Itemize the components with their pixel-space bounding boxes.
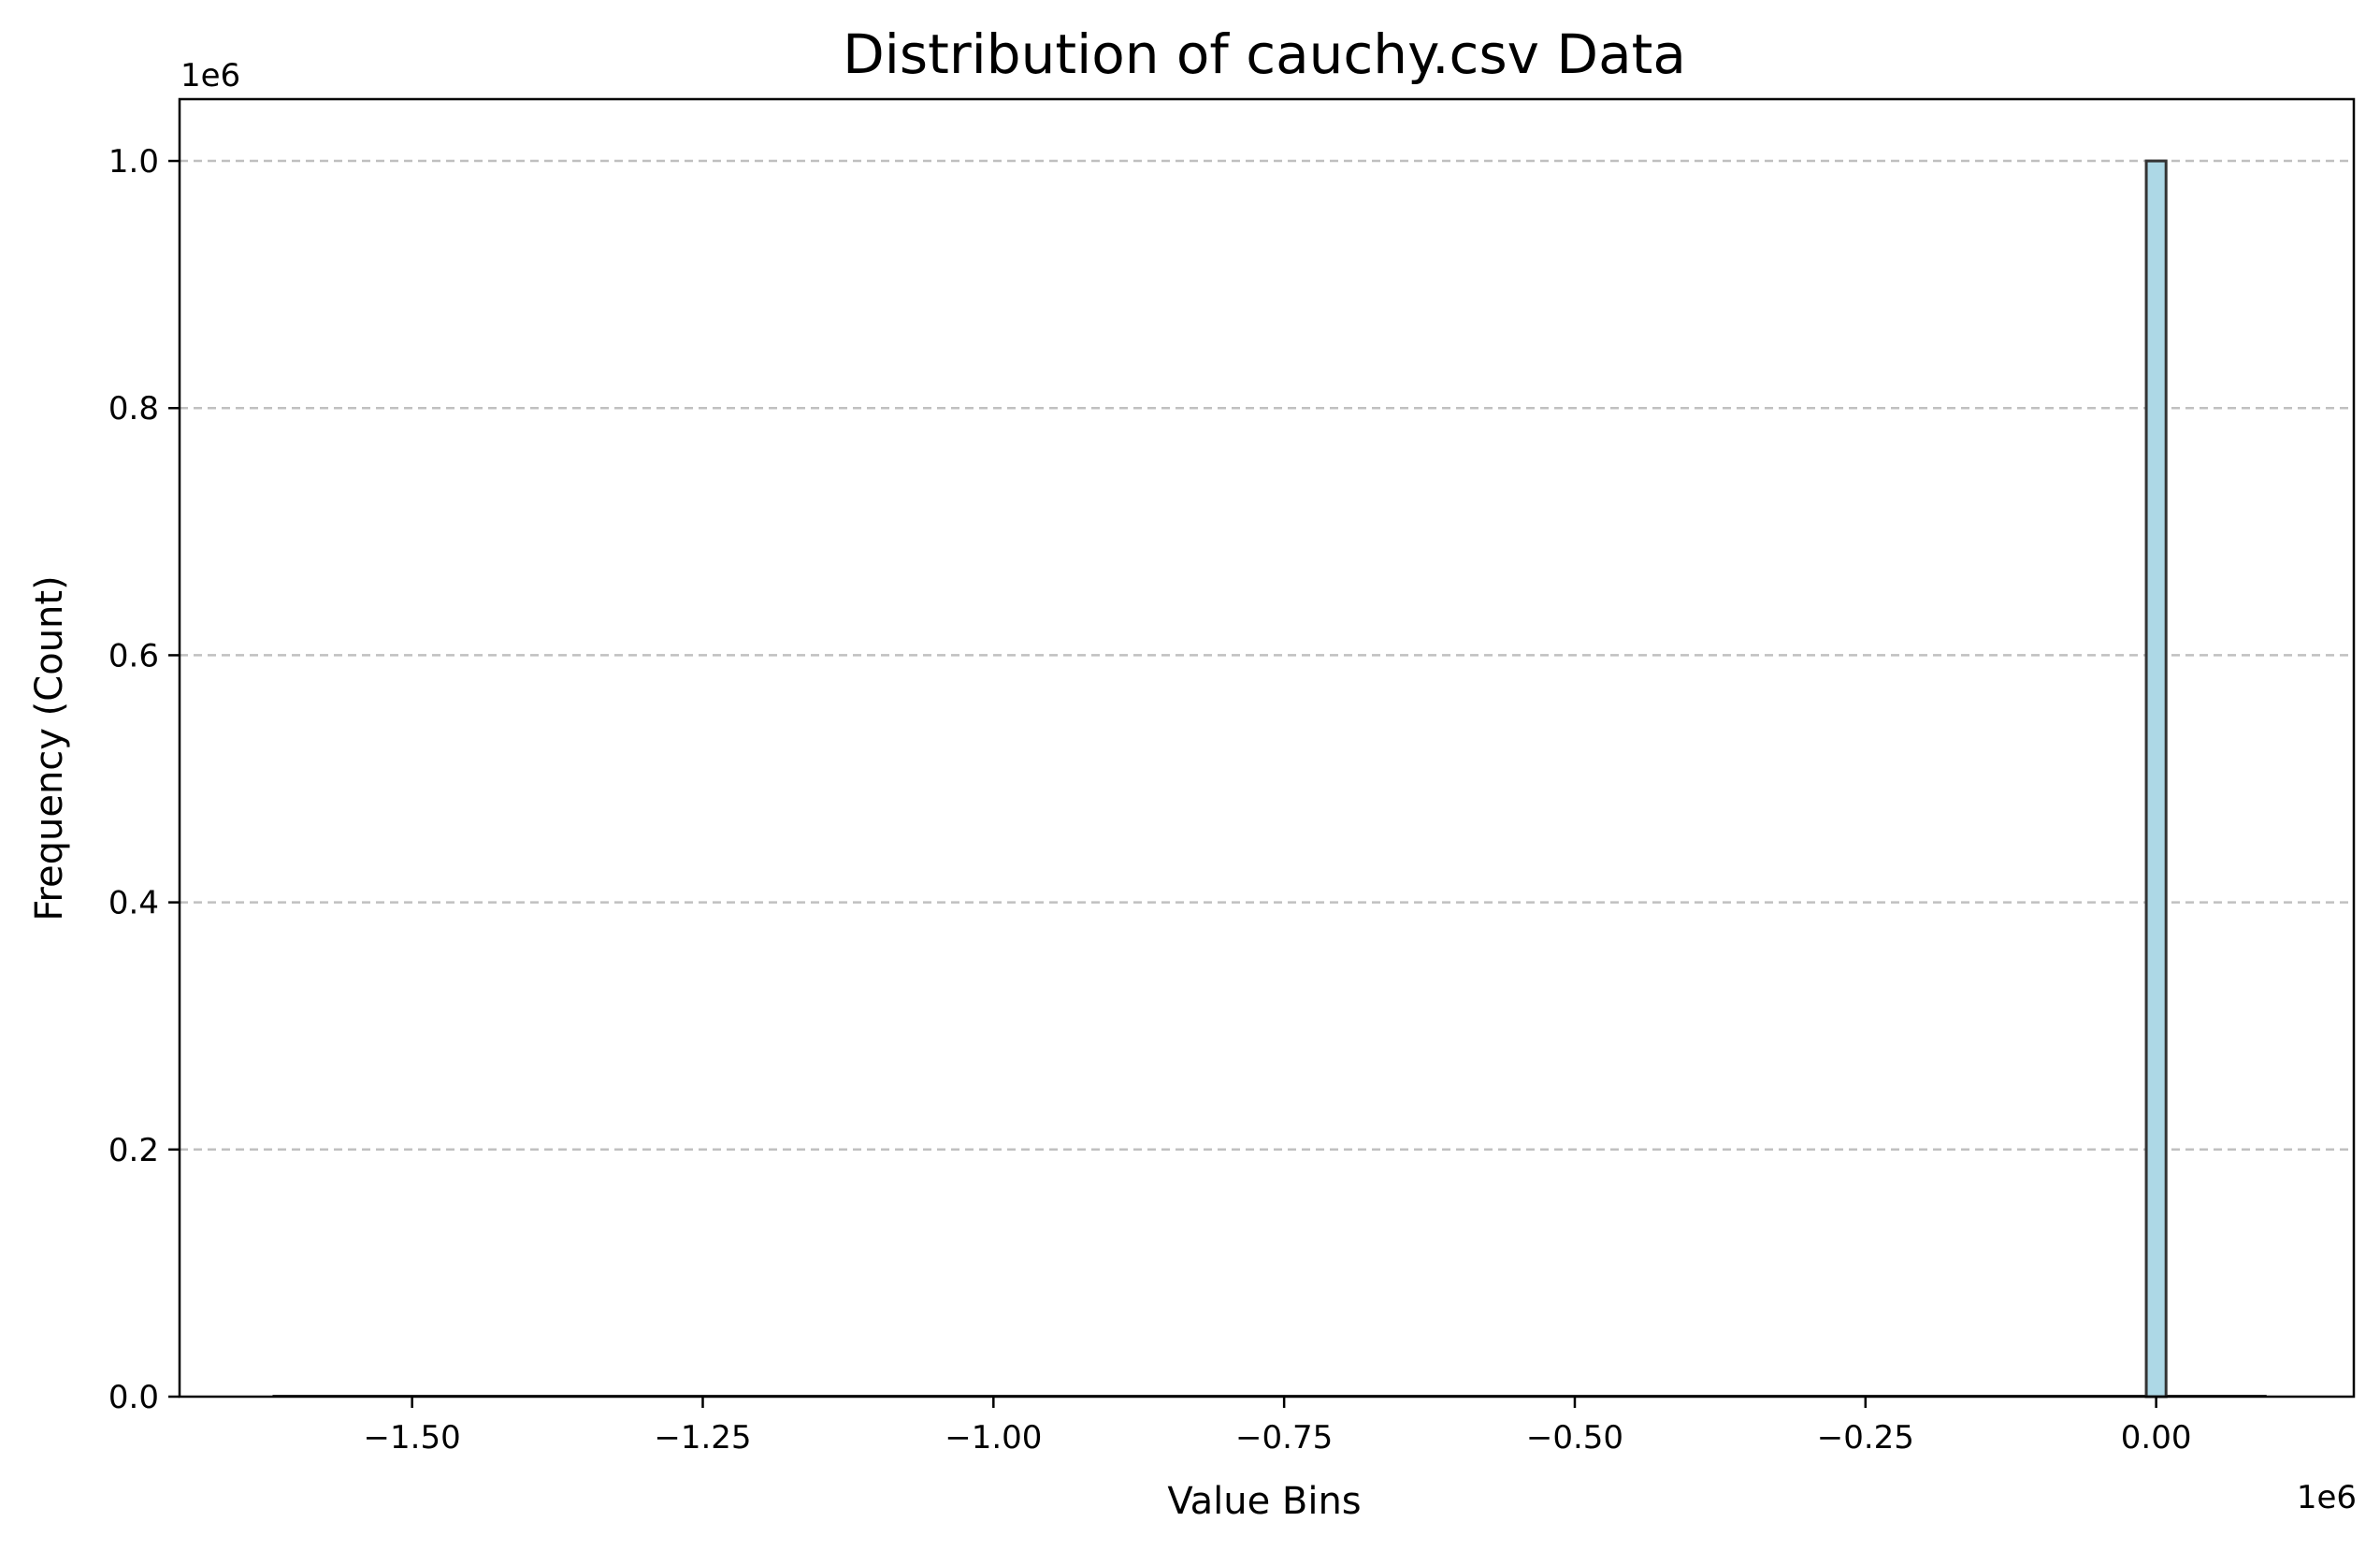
histogram-bar <box>2144 159 2168 1399</box>
x-tick-label: 0.00 <box>2121 1419 2192 1457</box>
y-tick-label: 0.0 <box>108 1379 159 1416</box>
y-tick-label: 0.6 <box>108 637 159 674</box>
grid-layer <box>180 159 2354 1152</box>
chart-title: Distribution of cauchy.csv Data <box>843 22 1686 86</box>
y-offset-label: 1e6 <box>180 57 240 94</box>
x-axis-label: Value Bins <box>1167 1480 1361 1523</box>
x-tick-label: −0.25 <box>1817 1419 1914 1457</box>
plot-frame <box>178 97 2356 1399</box>
x-tick-label: −1.00 <box>945 1419 1042 1457</box>
y-axis-label: Frequency (Count) <box>28 575 71 920</box>
y-tick-label: 1.0 <box>108 143 159 181</box>
x-offset-label: 1e6 <box>2297 1479 2357 1516</box>
x-tick-label: −0.75 <box>1235 1419 1333 1457</box>
y-tick-label: 0.8 <box>108 390 159 428</box>
x-tick-label: −1.50 <box>364 1419 461 1457</box>
x-tick-label: −1.25 <box>654 1419 751 1457</box>
ticks-layer: −1.50 −1.25 −1.00 −0.75 −0.50 −0.25 0.00 0.0 0.2… <box>108 143 2192 1457</box>
y-tick-label: 0.2 <box>108 1132 159 1169</box>
x-tick-label: −0.50 <box>1526 1419 1623 1457</box>
y-tick-label: 0.4 <box>108 885 159 922</box>
